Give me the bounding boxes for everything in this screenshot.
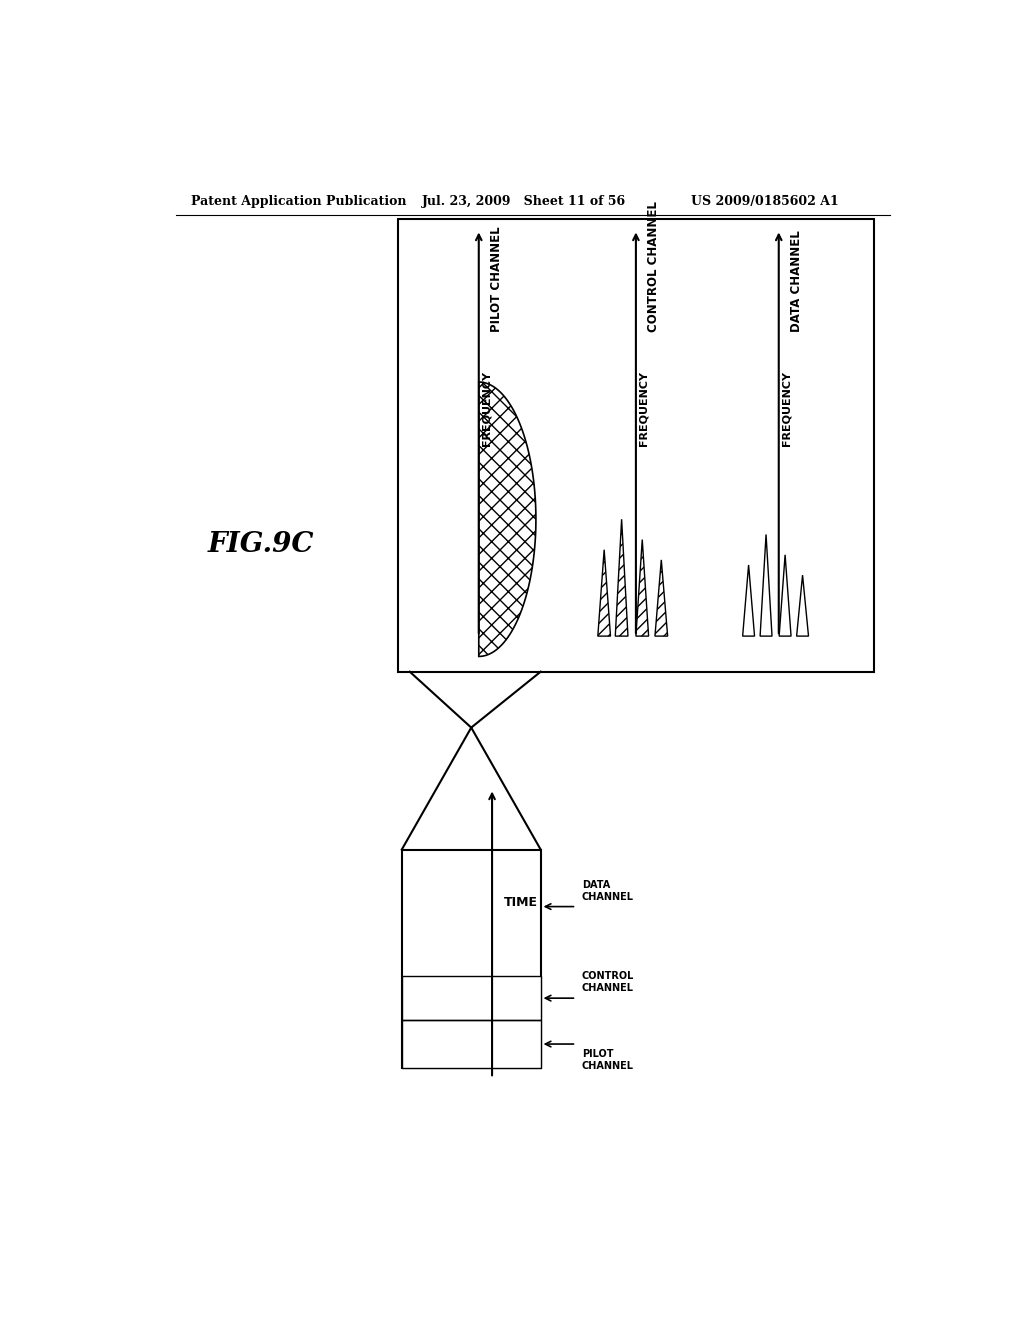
Polygon shape (598, 549, 610, 636)
Bar (401, 977, 541, 1020)
Text: CONTROL CHANNEL: CONTROL CHANNEL (647, 202, 659, 333)
Text: DATA CHANNEL: DATA CHANNEL (790, 231, 803, 333)
Text: Patent Application Publication: Patent Application Publication (191, 194, 407, 207)
Text: FREQUENCY: FREQUENCY (481, 371, 492, 446)
Bar (401, 850, 541, 1068)
Polygon shape (779, 554, 792, 636)
Text: FIG.9C: FIG.9C (207, 531, 314, 558)
Polygon shape (615, 519, 628, 636)
Text: CONTROL
CHANNEL: CONTROL CHANNEL (582, 972, 634, 993)
Polygon shape (636, 540, 648, 636)
Bar (401, 1020, 541, 1068)
Polygon shape (760, 535, 772, 636)
Text: US 2009/0185602 A1: US 2009/0185602 A1 (691, 194, 840, 207)
Polygon shape (479, 381, 536, 656)
Bar (401, 1020, 541, 1068)
Text: PILOT CHANNEL: PILOT CHANNEL (489, 227, 503, 333)
Polygon shape (655, 560, 668, 636)
Polygon shape (797, 576, 809, 636)
Text: DATA
CHANNEL: DATA CHANNEL (582, 880, 634, 902)
Text: FREQUENCY: FREQUENCY (781, 371, 792, 446)
Text: Jul. 23, 2009   Sheet 11 of 56: Jul. 23, 2009 Sheet 11 of 56 (422, 194, 626, 207)
Text: TIME: TIME (504, 896, 538, 909)
Bar (397, 219, 873, 672)
Bar (401, 977, 541, 1020)
Text: FREQUENCY: FREQUENCY (639, 371, 649, 446)
Text: PILOT
CHANNEL: PILOT CHANNEL (582, 1049, 634, 1071)
Polygon shape (742, 565, 755, 636)
